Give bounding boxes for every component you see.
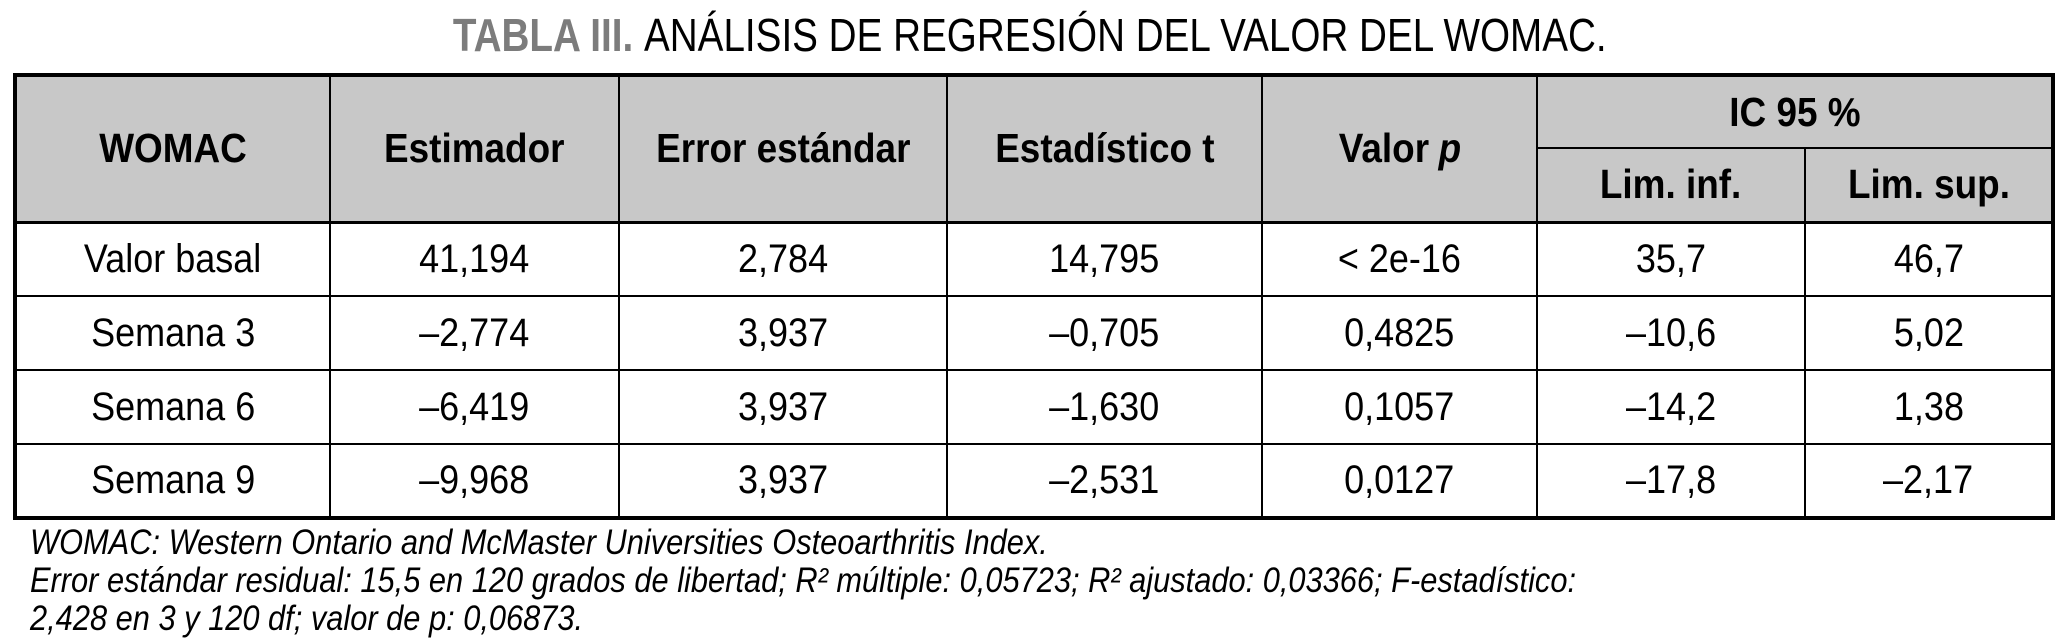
- footnote-line-1: WOMAC: Western Ontario and McMaster Univ…: [30, 524, 1787, 562]
- footnote-text: WOMAC: Western Ontario and McMaster Univ…: [30, 523, 1048, 562]
- col-header-estadistico-t: Estadístico t: [946, 74, 1263, 224]
- col-header-womac-label: WOMAC: [99, 125, 247, 172]
- col-header-valor-p-label: Valor p: [1338, 125, 1460, 172]
- col-header-ic95: IC 95 %: [1536, 74, 2054, 149]
- col-header-estadistico-t-label: Estadístico t: [994, 125, 1215, 172]
- cell-text: 0,1057: [1344, 384, 1455, 429]
- cell-text: 3,937: [737, 310, 829, 355]
- cell-lim-inf: –14,2: [1536, 369, 1806, 445]
- cell-lim-sup: –2,17: [1804, 443, 2054, 519]
- cell-text: 0,0127: [1344, 458, 1455, 502]
- cell-text: 3,937: [737, 384, 829, 429]
- footnotes: WOMAC: Western Ontario and McMaster Univ…: [30, 524, 1787, 638]
- col-header-lim-inf-label: Lim. inf.: [1600, 161, 1742, 208]
- cell-text: –14,2: [1625, 384, 1717, 429]
- cell-lim-sup: 5,02: [1804, 295, 2054, 371]
- table-title-text: ANÁLISIS DE REGRESIÓN DEL VALOR DEL WOMA…: [643, 9, 1607, 61]
- cell-lim-sup: 1,38: [1804, 369, 2054, 445]
- cell-text: Semana 3: [90, 310, 256, 355]
- col-header-womac: WOMAC: [14, 74, 331, 224]
- cell-text: –2,531: [1049, 458, 1160, 502]
- table-row: Semana 6 –6,419 3,937 –1,630 0,1057 –14,…: [14, 369, 2054, 445]
- col-header-error-estandar-label: Error estándar: [655, 125, 911, 172]
- table-number-label: TABLA III.: [452, 9, 633, 61]
- cell-estadistico-t: –2,531: [946, 443, 1263, 519]
- cell-text: –0,705: [1049, 310, 1160, 355]
- col-header-ic95-label: IC 95 %: [1728, 88, 1861, 135]
- table-row: Valor basal 41,194 2,784 14,795 < 2e-16 …: [14, 221, 2054, 297]
- header-row-2: Lim. inf. Lim. sup.: [15, 147, 2054, 224]
- cell-text: 41,194: [419, 236, 530, 281]
- row-label: Semana 6: [14, 369, 331, 445]
- footnote-text: 2,428 en 3 y 120 df; valor de p: 0,06873…: [30, 599, 584, 638]
- table-row: Semana 9 –9,968 3,937 –2,531 0,0127 –17,…: [14, 443, 2054, 519]
- col-header-estimador-label: Estimador: [384, 125, 565, 172]
- cell-valor-p: 0,4825: [1261, 295, 1538, 371]
- cell-text: 5,02: [1893, 310, 1964, 355]
- footnote-line-2: Error estándar residual: 15,5 en 120 gra…: [30, 562, 1787, 600]
- col-header-lim-sup: Lim. sup.: [1804, 147, 2054, 224]
- col-header-lim-inf: Lim. inf.: [1536, 147, 1806, 224]
- col-header-estimador: Estimador: [329, 74, 620, 224]
- row-label: Semana 9: [14, 443, 331, 519]
- cell-text: Semana 9: [90, 458, 256, 502]
- cell-estimador: 41,194: [329, 221, 620, 297]
- row-label: Valor basal: [14, 221, 331, 297]
- regression-table: WOMAC Estimador Error estándar Estadísti…: [13, 73, 2055, 520]
- cell-estadistico-t: –0,705: [946, 295, 1263, 371]
- cell-text: 46,7: [1893, 236, 1964, 281]
- cell-valor-p: 0,1057: [1261, 369, 1538, 445]
- cell-text: –10,6: [1625, 310, 1717, 355]
- cell-text: 35,7: [1635, 236, 1707, 281]
- cell-text: –1,630: [1049, 384, 1160, 429]
- cell-estimador: –9,968: [329, 443, 620, 519]
- table-header: WOMAC Estimador Error estándar Estadísti…: [14, 74, 2054, 224]
- cell-text: –9,968: [419, 458, 530, 502]
- header-row-1: WOMAC Estimador Error estándar Estadísti…: [14, 74, 2054, 224]
- table-body: Valor basal 41,194 2,784 14,795 < 2e-16 …: [14, 221, 2054, 519]
- cell-text: 3,937: [737, 458, 829, 502]
- col-header-lim-sup-label: Lim. sup.: [1847, 161, 2010, 208]
- cell-text: < 2e-16: [1337, 236, 1462, 281]
- cell-text: –17,8: [1625, 458, 1717, 502]
- col-header-error-estandar: Error estándar: [618, 74, 948, 224]
- table-row: Semana 3 –2,774 3,937 –0,705 0,4825 –10,…: [14, 295, 2054, 371]
- cell-text: 14,795: [1049, 236, 1160, 281]
- row-label: Semana 3: [14, 295, 331, 371]
- cell-lim-inf: 35,7: [1536, 221, 1806, 297]
- cell-estadistico-t: 14,795: [946, 221, 1263, 297]
- valor-p-symbol: p: [1438, 125, 1461, 172]
- cell-text: 2,784: [737, 236, 829, 281]
- cell-error-estandar: 2,784: [618, 221, 948, 297]
- cell-estimador: –2,774: [329, 295, 620, 371]
- cell-lim-sup: 46,7: [1804, 221, 2054, 297]
- cell-text: –2,17: [1883, 458, 1974, 502]
- cell-valor-p: < 2e-16: [1261, 221, 1538, 297]
- cell-text: –2,774: [419, 310, 530, 355]
- table-title: TABLA III. ANÁLISIS DE REGRESIÓN DEL VALO…: [0, 8, 2059, 62]
- cell-valor-p: 0,0127: [1261, 443, 1538, 519]
- cell-text: Semana 6: [90, 384, 256, 429]
- valor-p-word: Valor: [1338, 125, 1429, 172]
- cell-text: 1,38: [1893, 384, 1964, 429]
- footnote-line-3: 2,428 en 3 y 120 df; valor de p: 0,06873…: [30, 600, 1787, 638]
- cell-lim-inf: –17,8: [1536, 443, 1806, 519]
- cell-estadistico-t: –1,630: [946, 369, 1263, 445]
- cell-error-estandar: 3,937: [618, 443, 948, 519]
- cell-text: 0,4825: [1344, 310, 1455, 355]
- cell-error-estandar: 3,937: [618, 369, 948, 445]
- cell-lim-inf: –10,6: [1536, 295, 1806, 371]
- cell-text: –6,419: [419, 384, 530, 429]
- col-header-valor-p: Valor p: [1261, 74, 1538, 224]
- cell-error-estandar: 3,937: [618, 295, 948, 371]
- cell-text: Valor basal: [84, 236, 262, 281]
- cell-estimador: –6,419: [329, 369, 620, 445]
- table-title-wrap: TABLA III. ANÁLISIS DE REGRESIÓN DEL VALO…: [453, 8, 1607, 62]
- footnote-text: Error estándar residual: 15,5 en 120 gra…: [30, 561, 1577, 600]
